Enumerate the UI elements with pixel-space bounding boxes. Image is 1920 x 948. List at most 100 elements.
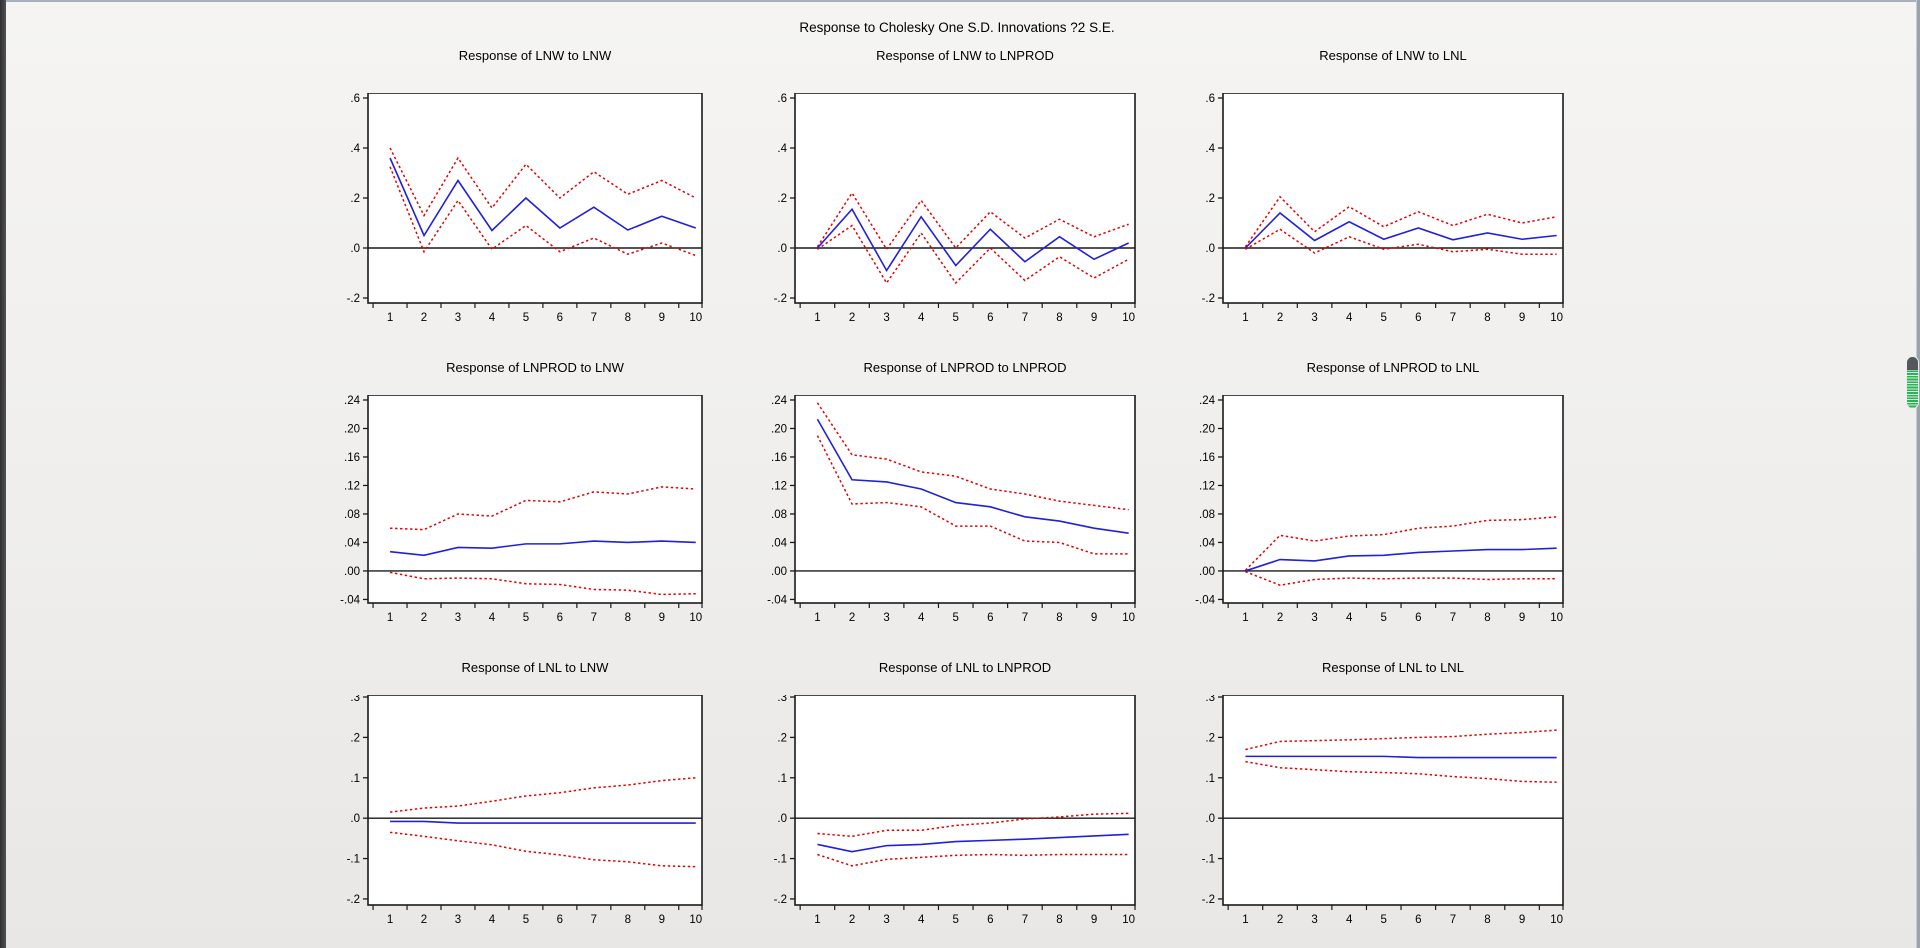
lower-band-line: [1245, 228, 1557, 255]
chart-title: Response of LNL to LNW: [461, 660, 609, 675]
svg-text:.2: .2: [350, 193, 360, 205]
plot-frame: [367, 695, 703, 906]
lower-band-line: [1245, 760, 1557, 783]
upper-band-line: [1244, 195, 1557, 248]
svg-text:.2: .2: [777, 193, 787, 205]
svg-text:2: 2: [421, 612, 427, 624]
chart-title: Response of LNW to LNL: [1319, 48, 1467, 63]
svg-text:7: 7: [1022, 312, 1028, 324]
x-axis-ticks: 1 2 3 4 5 6 7 8 9 10: [1227, 905, 1564, 926]
svg-text:.0: .0: [777, 813, 787, 825]
svg-text:5: 5: [953, 312, 959, 324]
svg-text:7: 7: [1022, 612, 1028, 624]
svg-text:8: 8: [1056, 612, 1062, 624]
chart-panel-response-of-lnw-to-lnl: Response of LNW to LNL .6 .4 .2 .0 -.2 1 2 3 4 5 6 7…: [1163, 48, 1577, 337]
chart-panel-response-of-lnw-to-lnw: Response of LNW to LNW .6 .4 .2 .0 -.2 1 2 3 4 5 6 7…: [308, 48, 716, 337]
svg-text:-.04: -.04: [340, 594, 360, 606]
scrollbar-track[interactable]: [1903, 2, 1917, 946]
chart-canvas: .6 .4 .2 .0 -.2 1 2 3 4 5 6 7 8 9 10: [774, 93, 1136, 324]
plot-frame: [794, 395, 1136, 604]
svg-text:3: 3: [1311, 612, 1317, 624]
chart-title: Response of LNW to LNPROD: [876, 48, 1054, 63]
svg-text:5: 5: [523, 914, 529, 926]
svg-text:9: 9: [1091, 914, 1097, 926]
svg-text:4: 4: [918, 312, 925, 324]
svg-text:.16: .16: [771, 452, 787, 464]
svg-text:9: 9: [1519, 312, 1525, 324]
svg-text:4: 4: [918, 612, 925, 624]
svg-text:5: 5: [523, 312, 529, 324]
svg-text:9: 9: [1091, 312, 1097, 324]
svg-text:-.1: -.1: [347, 854, 360, 866]
chart-canvas: .24 .20 .16 .12 .08 .04 .00 -.04 1 2 3 4 5 6 7 8 9 10: [767, 395, 1136, 624]
chart-canvas: .3 .2 .1 .0 -.1 -.2 1 2 3 4 5 6 7 8 9 10: [1202, 695, 1564, 926]
svg-text:10: 10: [689, 612, 702, 624]
svg-text:6: 6: [987, 312, 993, 324]
lower-band-line: [816, 435, 1129, 555]
svg-text:-.04: -.04: [1195, 594, 1215, 606]
svg-text:8: 8: [1484, 612, 1490, 624]
svg-text:10: 10: [1550, 914, 1563, 926]
svg-text:.04: .04: [771, 537, 788, 549]
svg-text:5: 5: [523, 612, 529, 624]
x-axis-ticks: 1 2 3 4 5 6 7 8 9 10: [372, 905, 703, 926]
svg-text:7: 7: [591, 612, 597, 624]
window-left-border: [0, 0, 6, 948]
x-axis-ticks: 1 2 3 4 5 6 7 8 9 10: [1227, 303, 1564, 324]
svg-text:.3: .3: [777, 695, 787, 704]
svg-text:.20: .20: [1199, 423, 1215, 435]
svg-text:.08: .08: [771, 509, 787, 521]
svg-text:4: 4: [918, 914, 925, 926]
chart-title: Response of LNPROD to LNL: [1306, 360, 1480, 375]
svg-text:8: 8: [1484, 914, 1490, 926]
svg-text:6: 6: [1415, 612, 1421, 624]
svg-text:1: 1: [1242, 914, 1248, 926]
response-line: [816, 418, 1129, 534]
svg-text:7: 7: [1450, 914, 1456, 926]
plot-frame: [1222, 695, 1564, 906]
upper-band-line: [1244, 516, 1557, 571]
response-line: [1244, 211, 1557, 249]
chart-panel-response-of-lnl-to-lnl: Response of LNL to LNL .3 .2 .1 .0 -.1 -.2 1 2 3 4…: [1163, 660, 1577, 939]
svg-text:2: 2: [849, 612, 855, 624]
svg-text:.4: .4: [350, 143, 360, 155]
y-axis-ticks: .6 .4 .2 .0 -.2: [1202, 93, 1223, 305]
chart-panel-response-of-lnprod-to-lnw: Response of LNPROD to LNW .24 .20 .16 .12 .08…: [308, 360, 716, 637]
svg-text:5: 5: [1381, 914, 1387, 926]
plot-frame: [367, 395, 703, 604]
svg-text:8: 8: [625, 312, 631, 324]
svg-text:3: 3: [1311, 312, 1317, 324]
svg-text:.0: .0: [1205, 813, 1215, 825]
svg-text:6: 6: [1415, 312, 1421, 324]
svg-text:2: 2: [421, 914, 427, 926]
svg-text:.08: .08: [1199, 509, 1215, 521]
svg-text:.0: .0: [350, 243, 360, 255]
chart-canvas: .24 .20 .16 .12 .08 .04 .00 -.04 1 2 3 4 5 6 7 8 9 10: [1195, 395, 1564, 624]
svg-text:10: 10: [1550, 612, 1563, 624]
svg-text:2: 2: [849, 312, 855, 324]
chart-canvas: .3 .2 .1 .0 -.1 -.2 1 2 3 4 5 6 7 8 9 10: [347, 695, 703, 926]
svg-text:2: 2: [1277, 914, 1283, 926]
y-axis-ticks: .24 .20 .16 .12 .08 .04 .00 -.04: [767, 395, 795, 606]
svg-text:.04: .04: [344, 537, 361, 549]
upper-band-line: [817, 812, 1129, 838]
svg-text:6: 6: [557, 312, 563, 324]
svg-text:6: 6: [987, 612, 993, 624]
scrollbar-thumb[interactable]: [1907, 357, 1918, 408]
upper-band-line: [389, 147, 697, 218]
svg-text:3: 3: [883, 312, 889, 324]
chart-panel-response-of-lnl-to-lnprod: Response of LNL to LNPROD .3 .2 .1 .0 -.1 -.2 1…: [735, 660, 1149, 939]
svg-text:1: 1: [1242, 312, 1248, 324]
svg-text:1: 1: [387, 612, 393, 624]
svg-text:.24: .24: [344, 395, 361, 407]
svg-text:-.2: -.2: [774, 894, 787, 906]
response-line: [817, 833, 1129, 853]
svg-text:5: 5: [953, 612, 959, 624]
svg-text:9: 9: [1519, 914, 1525, 926]
x-axis-ticks: 1 2 3 4 5 6 7 8 9 10: [799, 905, 1136, 926]
upper-band-line: [1245, 729, 1557, 751]
svg-text:-.2: -.2: [1202, 293, 1215, 305]
svg-text:.6: .6: [350, 93, 360, 105]
svg-text:1: 1: [387, 914, 393, 926]
